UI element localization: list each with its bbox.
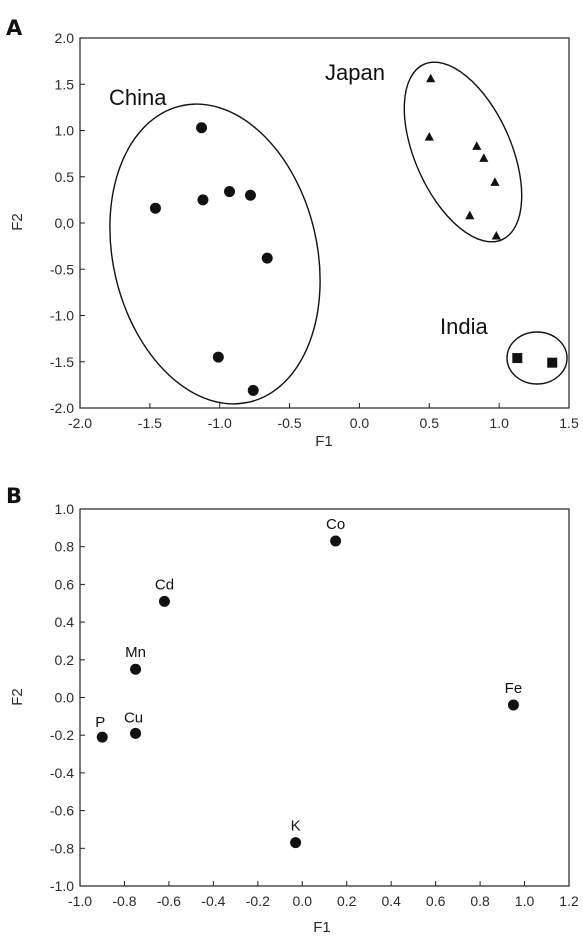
japan-point [491,230,501,240]
x-tick-label: 1.2 [559,893,579,909]
x-tick-label: -1.0 [208,415,232,431]
y-tick-label: 1.0 [55,501,75,517]
y-tick-label: 1.0 [55,123,75,139]
japan-point [490,177,500,186]
variable-label: Mn [125,644,146,661]
panel-a-chart: A -2.0 -1.5 -1.0 -0.5 0.0 0.5 1.0 1.5 2.0 1.5 1.0… [6,16,579,450]
variable-label: K [291,818,301,835]
x-tick-label: -2.0 [68,415,92,431]
variable-point-cd [158,595,170,607]
y-tick-label: 2.0 [55,30,75,46]
x-tick-label: -0.6 [157,893,181,909]
china-cluster-ellipse [109,103,321,405]
y-tick-label: 0.5 [55,169,75,185]
variable-point-fe [507,699,519,711]
x-tick-label: -1.0 [68,893,92,909]
variable-label: P [95,714,105,731]
y-tick-label: -2.0 [50,400,74,416]
panel-b-chart: B -1.0 -0.8 -0.6 -0.4 -0.2 0.0 0.2 0.4 0.6 0.8 1.0… [6,484,579,936]
japan-point [465,210,475,220]
x-tick-label: 0.2 [337,893,357,909]
x-tick-label: 1.0 [489,415,509,431]
panel-a-x-axis-title: F1 [315,433,333,450]
x-tick-label: 0.5 [420,415,440,431]
japan-point [479,153,489,162]
x-tick-label: -0.2 [246,893,270,909]
x-tick-label: -0.4 [201,893,225,909]
x-tick-label: 0.0 [350,415,370,431]
x-tick-label: 1.0 [515,893,535,909]
variable-point-cu [130,727,142,739]
y-tick-label: -0.2 [50,727,74,743]
x-tick-label: -0.5 [278,415,302,431]
variable-point-k [290,837,302,849]
x-tick-label: -1.5 [138,415,162,431]
panel-b-plot-frame [79,508,570,887]
x-tick-label: 1.5 [559,415,579,431]
panel-b-label: B [6,484,22,508]
y-tick-label: 0.8 [55,539,75,555]
variable-label: Cd [155,576,174,593]
china-point [197,194,209,206]
variable-label: Cu [124,709,143,726]
china-point [149,202,161,214]
y-tick-label: -0.4 [50,765,74,781]
y-tick-label: 0,0 [55,215,75,231]
y-tick-label: 0.6 [55,576,75,592]
india-cluster-ellipse [506,331,568,385]
china-point [212,351,224,363]
y-tick-label: 0.2 [55,652,75,668]
y-tick-label: -0.6 [50,803,74,819]
x-tick-label: -0.8 [112,893,136,909]
panel-a-y-axis-title: F2 [9,213,26,231]
y-tick-label: -1.0 [50,308,74,324]
y-tick-label: -1.0 [50,878,74,894]
china-group-label: China [109,85,167,110]
japan-point [472,141,482,150]
japan-cluster-ellipse [403,61,523,243]
y-tick-label: -0.5 [50,261,74,277]
y-tick-label: -1.5 [50,354,74,370]
y-tick-label: -0.8 [50,840,74,856]
panel-a-label: A [6,16,23,40]
japan-point [424,131,434,141]
panel-b-y-axis-title: F2 [9,688,26,706]
china-point [261,252,273,264]
variable-point-p [96,731,108,743]
y-tick-label: 0.0 [55,690,75,706]
variable-label: Co [326,516,345,533]
y-tick-label: 0.4 [55,614,75,630]
china-point [223,186,235,198]
variable-label: Fe [505,680,523,697]
x-tick-label: 0.6 [426,893,446,909]
japan-group-label: Japan [325,60,385,85]
x-tick-label: 0.0 [293,893,313,909]
india-group-label: India [440,314,488,339]
variable-point-co [330,535,342,547]
china-point [247,384,259,396]
variable-point-mn [130,663,142,675]
china-point [196,122,208,134]
china-point [244,189,256,201]
india-point [512,353,523,364]
x-tick-label: 0.4 [381,893,401,909]
japan-point [426,73,436,83]
panel-b-x-axis-title: F1 [313,919,331,936]
x-tick-label: 0.8 [470,893,490,909]
india-point [547,357,558,368]
y-tick-label: 1.5 [55,76,75,92]
